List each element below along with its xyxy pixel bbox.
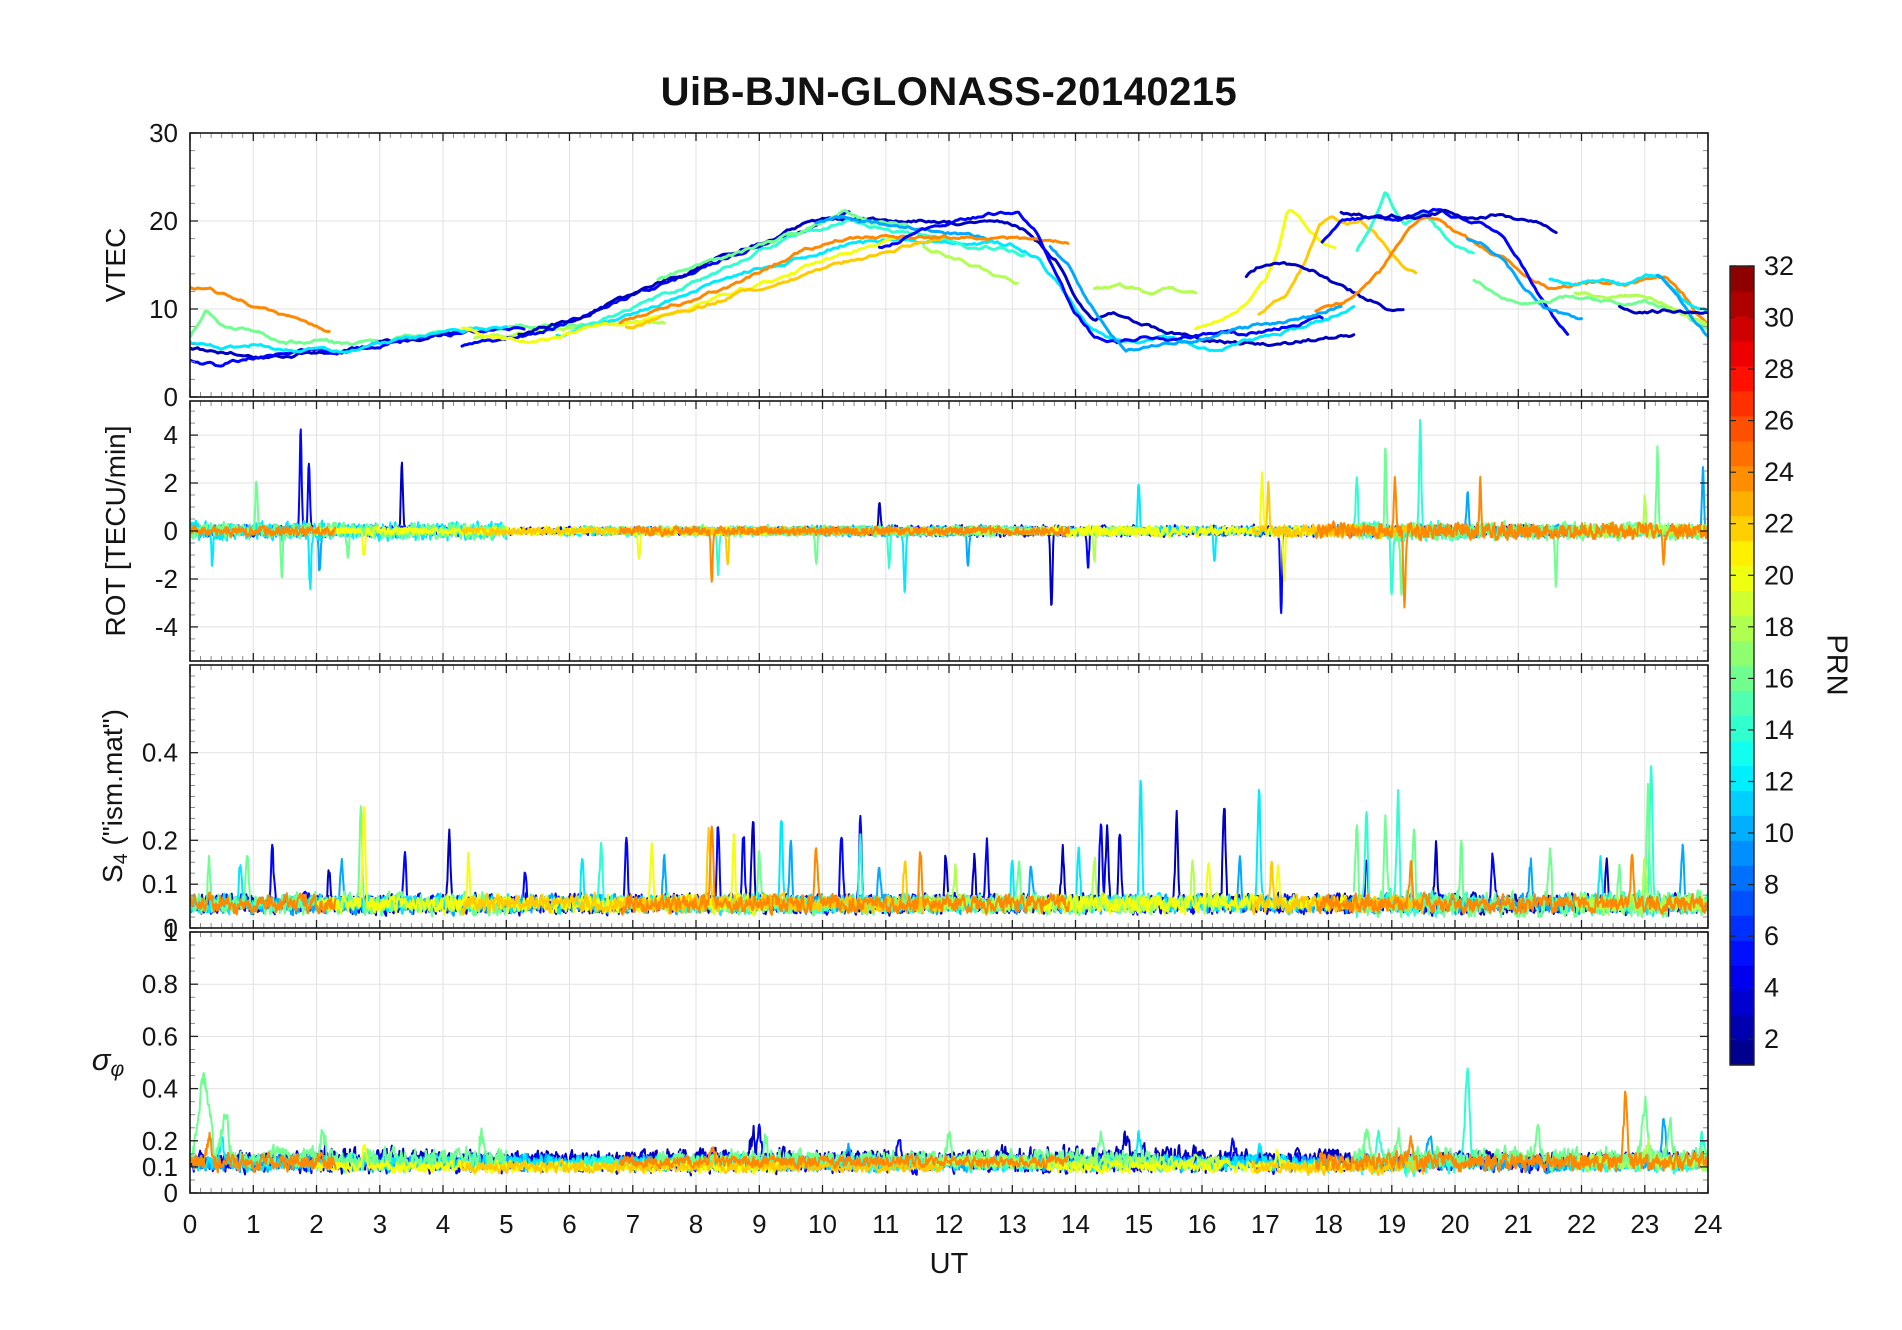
svg-text:4: 4 [164, 420, 178, 450]
svg-text:12: 12 [935, 1209, 964, 1239]
svg-text:6: 6 [1764, 921, 1779, 951]
svg-text:23: 23 [1630, 1209, 1659, 1239]
svg-text:8: 8 [689, 1209, 703, 1239]
svg-text:6: 6 [562, 1209, 576, 1239]
svg-text:9: 9 [752, 1209, 766, 1239]
svg-text:3: 3 [373, 1209, 387, 1239]
svg-text:32: 32 [1764, 251, 1794, 281]
svg-text:22: 22 [1764, 509, 1794, 539]
svg-text:0: 0 [164, 913, 178, 943]
svg-text:20: 20 [1764, 560, 1794, 590]
minor-ticks [190, 932, 1708, 1193]
data-series [190, 191, 1708, 368]
svg-text:21: 21 [1504, 1209, 1533, 1239]
svg-text:0: 0 [183, 1209, 197, 1239]
svg-text:14: 14 [1764, 715, 1794, 745]
svg-text:5: 5 [499, 1209, 513, 1239]
xlabel-ut: UT [929, 1248, 969, 1280]
svg-text:16: 16 [1764, 663, 1794, 693]
svg-text:2: 2 [1764, 1024, 1779, 1054]
panel-sigma-phi: 00.10.2 0.4 0.6 0.8 1 [142, 917, 1709, 1208]
svg-text:19: 19 [1377, 1209, 1406, 1239]
svg-text:0.2: 0.2 [142, 825, 178, 855]
y-tick-labels: 0 0.1 0.2 0.4 [142, 738, 178, 943]
y-tick-labels: -4 -2 0 2 4 [155, 420, 178, 642]
gridlines [190, 133, 1708, 397]
svg-text:17: 17 [1251, 1209, 1280, 1239]
y-tick-labels: 00.10.2 0.4 0.6 0.8 1 [142, 917, 178, 1208]
svg-text:16: 16 [1188, 1209, 1217, 1239]
svg-text:-4: -4 [155, 612, 178, 642]
svg-text:15: 15 [1124, 1209, 1153, 1239]
svg-text:13: 13 [998, 1209, 1027, 1239]
sigma-symbol: σ [91, 1042, 111, 1077]
chart-title: UiB-BJN-GLONASS-20140215 [660, 70, 1238, 114]
svg-text:10: 10 [808, 1209, 837, 1239]
svg-text:0.1: 0.1 [142, 1152, 178, 1182]
svg-text:18: 18 [1314, 1209, 1343, 1239]
x-tick-labels: 0 1 2 3 4 5 6 7 8 9 10 11 12 13 14 15 16 17 18 19 20 21 22 23 24 [183, 1209, 1723, 1239]
svg-text:8: 8 [1764, 870, 1779, 900]
svg-text:22: 22 [1567, 1209, 1596, 1239]
svg-text:0.4: 0.4 [142, 1074, 178, 1104]
svg-text:0.1: 0.1 [142, 869, 178, 899]
svg-text:26: 26 [1764, 406, 1794, 436]
ylabel-sigma-phi: σφ [91, 1042, 125, 1082]
svg-text:12: 12 [1764, 767, 1794, 797]
data-series [190, 419, 1708, 615]
colorbar-ticks [1730, 265, 1754, 1040]
svg-text:0.6: 0.6 [142, 1021, 178, 1051]
svg-text:24: 24 [1694, 1209, 1723, 1239]
y-tick-labels: 0 10 20 30 [149, 118, 178, 412]
data-series [190, 1067, 1708, 1178]
panel-rot: -4 -2 0 2 4 [155, 400, 1709, 662]
svg-text:2: 2 [309, 1209, 323, 1239]
gridlines [190, 665, 1708, 928]
svg-text:0.2: 0.2 [142, 1126, 178, 1156]
panel-s4: 0 0.1 0.2 0.4 [142, 664, 1709, 943]
svg-text:1: 1 [164, 917, 178, 947]
major-ticks [189, 401, 1709, 661]
panel-vtec: 0 10 20 30 [149, 118, 1709, 412]
svg-text:20: 20 [149, 206, 178, 236]
minor-ticks [190, 133, 1708, 397]
minor-ticks [190, 401, 1708, 661]
svg-text:0: 0 [164, 382, 178, 412]
phi-subscript: φ [110, 1058, 125, 1082]
svg-text:0.8: 0.8 [142, 969, 178, 999]
svg-text:11: 11 [872, 1209, 899, 1239]
svg-text:30: 30 [1764, 303, 1794, 333]
data-series [190, 765, 1708, 918]
svg-text:30: 30 [149, 118, 178, 148]
svg-text:24: 24 [1764, 457, 1794, 487]
svg-text:28: 28 [1764, 354, 1794, 384]
svg-text:4: 4 [1764, 973, 1779, 1003]
svg-text:0.4: 0.4 [142, 738, 178, 768]
svg-text:10: 10 [1764, 818, 1794, 848]
svg-text:0: 0 [164, 1178, 178, 1208]
svg-text:18: 18 [1764, 612, 1794, 642]
svg-text:2: 2 [164, 468, 178, 498]
svg-text:1: 1 [246, 1209, 260, 1239]
svg-text:4: 4 [436, 1209, 450, 1239]
svg-text:10: 10 [149, 294, 178, 324]
svg-text:-2: -2 [155, 564, 178, 594]
svg-text:14: 14 [1061, 1209, 1090, 1239]
svg-text:7: 7 [626, 1209, 640, 1239]
minor-ticks [190, 664, 1708, 928]
svg-text:20: 20 [1441, 1209, 1470, 1239]
svg-text:0: 0 [164, 516, 178, 546]
